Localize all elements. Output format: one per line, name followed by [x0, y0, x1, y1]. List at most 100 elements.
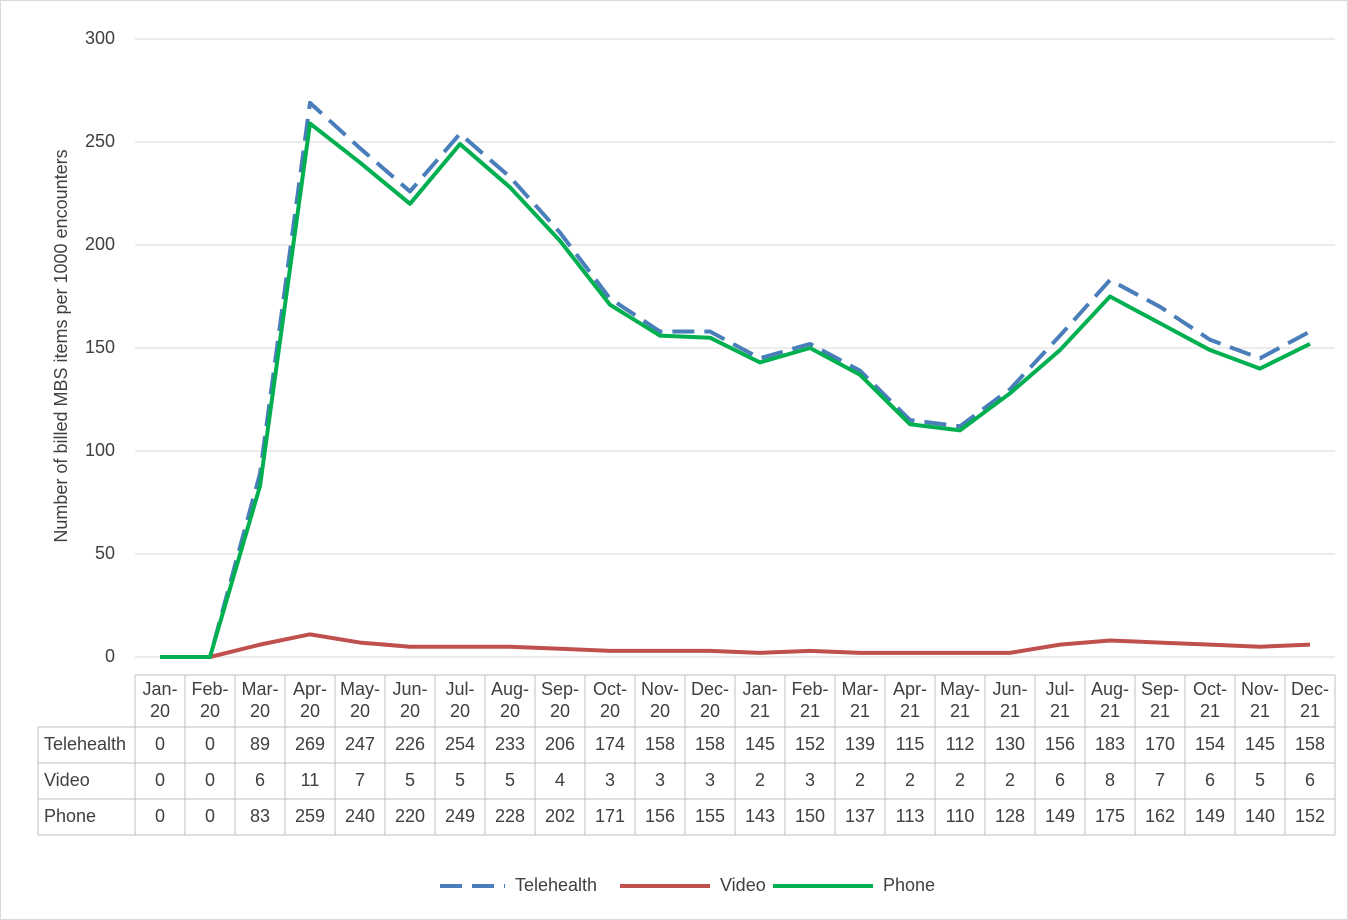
- table-cell: 2: [755, 770, 765, 790]
- x-tick-label: May-21: [940, 679, 980, 721]
- y-axis-title: Number of billed MBS items per 1000 enco…: [51, 149, 71, 542]
- x-tick-label: Oct-21: [1193, 679, 1227, 721]
- series-line: [160, 121, 1311, 659]
- x-tick-label: Jun-20: [392, 679, 428, 721]
- x-tick-label: Aug-21: [1090, 679, 1130, 721]
- x-tick-label: May-20: [340, 679, 380, 721]
- table-cell: 175: [1095, 806, 1125, 826]
- table-cell: 145: [745, 734, 775, 754]
- x-tick-label-box: Aug-20: [490, 679, 530, 721]
- x-tick-label-box: Jun-20: [392, 679, 428, 721]
- table-cell: 6: [1305, 770, 1315, 790]
- table-cell: 226: [395, 734, 425, 754]
- table-cell: 0: [205, 770, 215, 790]
- table-cell: 155: [695, 806, 725, 826]
- table-cell: 5: [1255, 770, 1265, 790]
- table-cell: 247: [345, 734, 375, 754]
- x-tick-label-box: Apr-20: [292, 679, 327, 721]
- table-cell: 3: [605, 770, 615, 790]
- x-tick-label-box: Oct-20: [593, 679, 627, 721]
- table-cell: 254: [445, 734, 475, 754]
- table-cell: 110: [946, 806, 975, 826]
- x-tick-label-box: Oct-21: [1193, 679, 1227, 721]
- x-tick-label: Feb-21: [791, 679, 829, 721]
- x-tick-label: Dec-20: [690, 679, 729, 721]
- table-cell: 130: [995, 734, 1025, 754]
- x-tick-label: Mar-21: [841, 679, 879, 721]
- x-tick-label-box: Dec-21: [1290, 679, 1329, 721]
- table-cell: 202: [545, 806, 575, 826]
- x-tick-label: Jan-21: [742, 679, 778, 721]
- x-tick-label-box: Dec-20: [690, 679, 729, 721]
- table-cell: 228: [495, 806, 525, 826]
- table-cell: 2: [855, 770, 865, 790]
- table-cell: 6: [1205, 770, 1215, 790]
- table-cell: 3: [705, 770, 715, 790]
- table-cell: 137: [845, 806, 875, 826]
- x-tick-label: Dec-21: [1290, 679, 1329, 721]
- table-cell: 0: [155, 734, 165, 754]
- table-cell: 2: [905, 770, 915, 790]
- table-cell: 113: [896, 806, 925, 826]
- table-cell: 156: [645, 806, 675, 826]
- table-cell: 6: [1055, 770, 1065, 790]
- table-cell: 3: [805, 770, 815, 790]
- x-tick-label-box: Jan-20: [142, 679, 178, 721]
- x-tick-label-box: Feb-20: [191, 679, 229, 721]
- x-tick-label: Apr-21: [892, 679, 927, 721]
- table-cell: 158: [645, 734, 675, 754]
- x-tick-label: Jan-20: [142, 679, 178, 721]
- table-cell: 206: [545, 734, 575, 754]
- table-cell: 140: [1245, 806, 1275, 826]
- table-cell: 7: [1155, 770, 1165, 790]
- table-cell: 269: [295, 734, 325, 754]
- x-tick-label: Feb-20: [191, 679, 229, 721]
- table-cell: 220: [395, 806, 425, 826]
- table-cell: 259: [295, 806, 325, 826]
- x-tick-label-box: Sep-21: [1140, 679, 1180, 721]
- table-cell: 154: [1195, 734, 1225, 754]
- x-tick-label-box: Aug-21: [1090, 679, 1130, 721]
- table-cell: 150: [795, 806, 825, 826]
- table-cell: 3: [655, 770, 665, 790]
- table-cell: 0: [155, 770, 165, 790]
- x-tick-label-box: Nov-21: [1241, 679, 1279, 721]
- x-tick-label: Jul-20: [445, 679, 475, 721]
- y-tick-label: 100: [85, 440, 115, 460]
- legend-label: Phone: [883, 875, 935, 895]
- x-tick-label: Apr-20: [292, 679, 327, 721]
- table-cell: 8: [1105, 770, 1115, 790]
- table-cell: 5: [455, 770, 465, 790]
- table-row-label: Phone: [44, 806, 96, 826]
- table-cell: 139: [845, 734, 875, 754]
- y-tick-label: 250: [85, 131, 115, 151]
- table-cell: 4: [555, 770, 565, 790]
- table-cell: 171: [595, 806, 625, 826]
- table-cell: 112: [946, 734, 975, 754]
- table-row-label: Telehealth: [44, 734, 126, 754]
- x-tick-label-box: Jul-21: [1045, 679, 1074, 721]
- table-cell: 2: [955, 770, 965, 790]
- table-row-label: Video: [44, 770, 90, 790]
- table-cell: 152: [1295, 806, 1325, 826]
- y-tick-label: 200: [85, 234, 115, 254]
- table-cell: 115: [896, 734, 925, 754]
- legend-label: Video: [720, 875, 766, 895]
- x-tick-label: Sep-21: [1140, 679, 1180, 721]
- x-tick-label: Mar-20: [241, 679, 279, 721]
- x-tick-label: Jun-21: [992, 679, 1028, 721]
- x-tick-label: Aug-20: [490, 679, 530, 721]
- series-line: [160, 632, 1311, 659]
- table-cell: 11: [301, 770, 320, 790]
- legend-label: Telehealth: [515, 875, 597, 895]
- table-cell: 162: [1145, 806, 1175, 826]
- x-tick-label-box: Mar-21: [841, 679, 879, 721]
- x-tick-label: Oct-20: [593, 679, 627, 721]
- table-cell: 83: [250, 806, 270, 826]
- x-tick-label-box: Apr-21: [892, 679, 927, 721]
- x-tick-label: Sep-20: [540, 679, 580, 721]
- table-cell: 158: [695, 734, 725, 754]
- x-tick-label-box: May-21: [940, 679, 980, 721]
- y-tick-label: 300: [85, 28, 115, 48]
